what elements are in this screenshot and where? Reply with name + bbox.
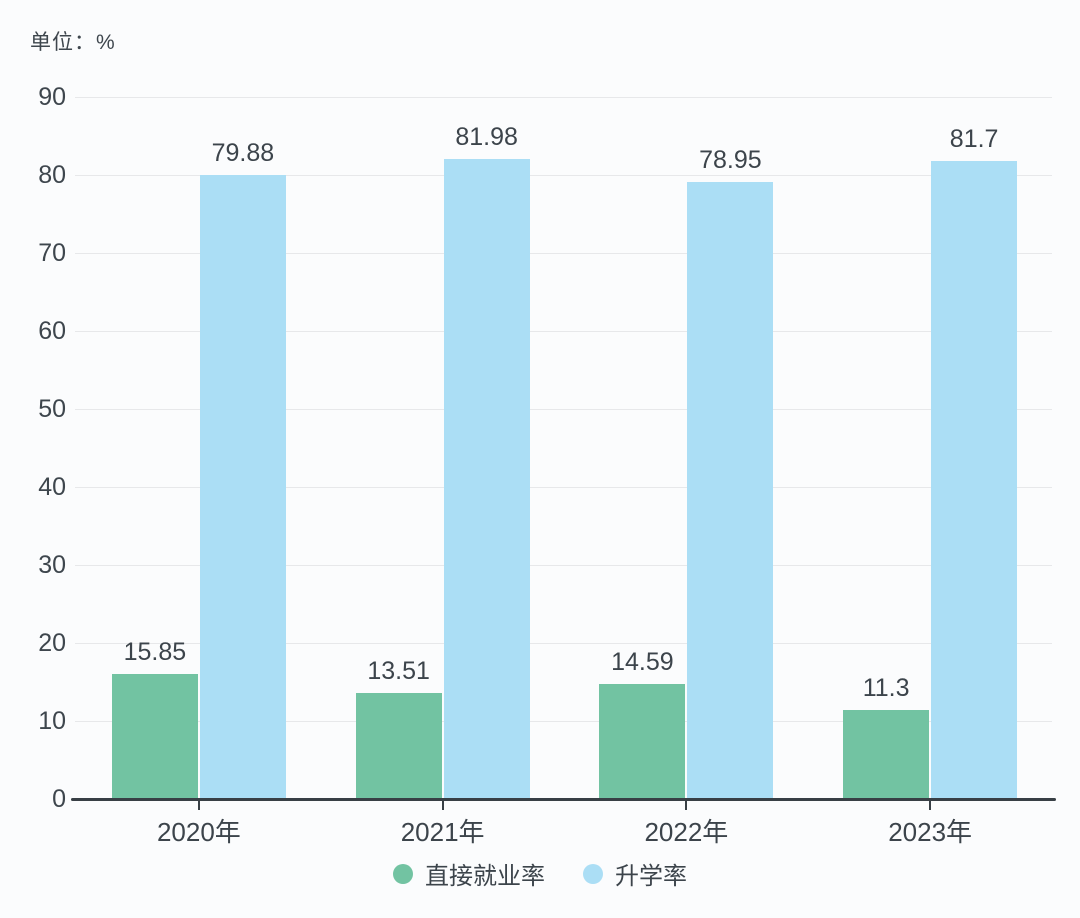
value-label-直接就业率-2021年: 13.51 — [367, 656, 430, 685]
legend-label-employment-rate: 直接就业率 — [425, 863, 545, 890]
gridline-90 — [75, 96, 1052, 98]
gridline-30 — [75, 564, 1052, 566]
y-tick-label-20: 20 — [38, 628, 66, 657]
bar-升学率-2021年 — [443, 158, 530, 798]
value-label-升学率-2023年: 81.7 — [949, 124, 999, 153]
y-axis-labels: 0 10 20 30 40 50 60 70 80 90 — [0, 0, 66, 918]
x-axis-tick-2022年 — [685, 801, 688, 810]
y-tick-label-70: 70 — [38, 238, 66, 267]
gridline-40 — [75, 486, 1052, 488]
x-tick-label-2021年: 2021年 — [400, 817, 485, 847]
bar-直接就业率-2021年 — [355, 692, 442, 798]
value-label-直接就业率-2022年: 14.59 — [611, 648, 674, 677]
legend-label-advancement-rate: 升学率 — [615, 863, 687, 890]
bar-升学率-2020年 — [199, 174, 286, 798]
gridline-20 — [75, 642, 1052, 644]
gridline-70 — [75, 252, 1052, 254]
legend: 直接就业率 升学率 — [0, 856, 1080, 891]
x-axis-labels: 2020年 2021年 2022年 2023年 — [77, 812, 1052, 847]
value-label-直接就业率-2020年: 15.85 — [123, 638, 187, 667]
x-axis-tick-2023年 — [929, 801, 932, 810]
legend-dot-blue-icon — [583, 863, 603, 884]
x-tick-label-2023年: 2023年 — [888, 817, 973, 847]
bar-升学率-2023年 — [931, 160, 1018, 798]
x-tick-label-2022年: 2022年 — [644, 817, 729, 847]
y-tick-label-60: 60 — [38, 316, 66, 345]
y-tick-label-90: 90 — [38, 82, 66, 111]
gridline-80 — [75, 174, 1052, 176]
y-tick-label-10: 10 — [38, 706, 66, 735]
bar-直接就业率-2023年 — [843, 709, 930, 798]
gridline-60 — [75, 330, 1052, 332]
value-label-升学率-2021年: 81.98 — [455, 122, 518, 151]
bar-直接就业率-2020年 — [111, 674, 198, 798]
legend-dot-green-icon — [393, 863, 413, 884]
unit-label: 单位：% — [30, 31, 116, 54]
gridline-10 — [75, 720, 1052, 722]
y-tick-label-30: 30 — [38, 550, 66, 579]
value-label-升学率-2020年: 79.88 — [211, 138, 275, 167]
x-tick-label-2020年: 2020年 — [156, 817, 241, 847]
y-tick-label-80: 80 — [38, 160, 66, 189]
y-tick-label-0: 0 — [52, 784, 66, 813]
x-axis-line — [71, 798, 1056, 801]
x-axis-tick-2021年 — [441, 801, 444, 810]
y-tick-label-40: 40 — [38, 472, 66, 501]
bar-直接就业率-2022年 — [599, 684, 686, 798]
legend-item-advancement-rate: 升学率 — [583, 856, 687, 891]
bar-升学率-2022年 — [687, 182, 774, 798]
legend-item-employment-rate: 直接就业率 — [393, 856, 545, 891]
value-label-升学率-2022年: 78.95 — [699, 146, 762, 175]
plot-area: 15.85 79.88 13.51 81.98 14.59 78.95 11.3 81.7 — [71, 96, 1056, 810]
x-axis-tick-2020年 — [197, 801, 200, 810]
gridline-50 — [75, 408, 1052, 410]
y-tick-label-50: 50 — [38, 394, 66, 423]
value-label-直接就业率-2023年: 11.3 — [862, 673, 910, 702]
